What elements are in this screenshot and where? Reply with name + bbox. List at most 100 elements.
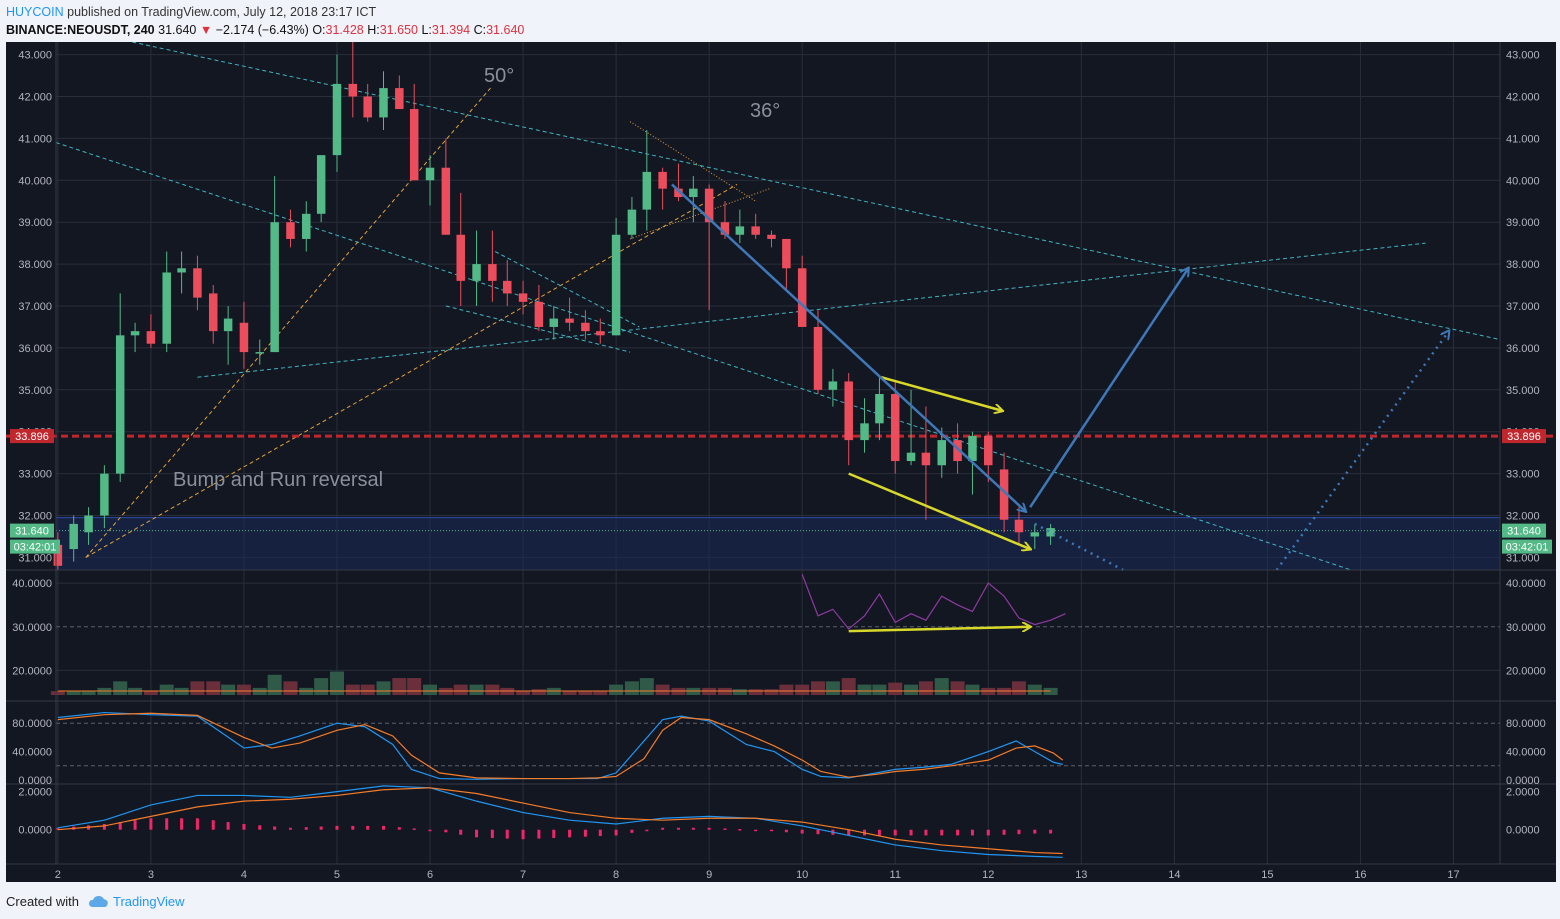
macd-histogram-bar — [568, 829, 572, 838]
volume-bar — [376, 681, 391, 695]
volume-bar — [748, 689, 763, 695]
stoch-tick-left: 0.0000 — [18, 775, 52, 787]
close-label: C: — [473, 23, 487, 37]
candle-body — [844, 381, 853, 441]
macd-histogram-bar — [940, 829, 944, 836]
candle-body — [890, 394, 900, 462]
macd-histogram-bar — [661, 827, 665, 830]
open-label: O: — [312, 23, 326, 37]
candle-body — [53, 544, 63, 566]
volume-bar — [360, 684, 375, 695]
stoch-tick-right: 80.0000 — [1506, 718, 1546, 730]
macd-tick-left: 2.0000 — [18, 787, 52, 799]
macd-histogram-bar — [676, 827, 680, 830]
macd-histogram-bar — [428, 829, 432, 832]
macd-histogram-bar — [366, 825, 370, 830]
candle-body — [162, 272, 171, 344]
macd-histogram-bar — [195, 818, 199, 830]
support-price-label-left: 33.896 — [15, 431, 49, 443]
macd-histogram-bar — [133, 820, 137, 830]
price-tick-left: 31.000 — [18, 552, 52, 564]
volume-bar — [453, 684, 468, 695]
yellow-arrow-rsi — [848, 627, 1030, 633]
publish-info: HUYCOIN published on TradingView.com, Ju… — [6, 3, 376, 21]
candle-body — [999, 469, 1009, 520]
macd-histogram-bar — [319, 826, 323, 830]
macd-histogram-bar — [784, 829, 788, 833]
candle-body — [518, 293, 528, 302]
author-link[interactable]: HUYCOIN — [6, 5, 64, 19]
support-price-label-right-bg — [1502, 429, 1546, 444]
stoch-tick-left: 80.0000 — [12, 718, 52, 730]
macd-histogram-bar — [630, 829, 634, 833]
volume-bar — [143, 691, 158, 695]
price-tick-right: 39.000 — [1506, 217, 1540, 229]
price-tick-right: 33.000 — [1506, 469, 1540, 481]
candle-body — [379, 88, 388, 118]
macd-histogram-bar — [490, 829, 494, 838]
price-tick-right: 40.000 — [1506, 175, 1540, 187]
candle-body — [488, 264, 497, 281]
macd-histogram-bar — [924, 829, 928, 836]
tradingview-link[interactable]: TradingView — [112, 894, 185, 909]
volume-bar — [81, 690, 96, 695]
macd-tick-left: 0.0000 — [18, 825, 52, 837]
time-tick-label: 13 — [1075, 869, 1087, 881]
candle-body — [255, 352, 265, 354]
candle-body — [968, 435, 977, 462]
candle-body — [193, 268, 202, 298]
volume-bar — [345, 684, 360, 695]
macd-histogram-bar — [288, 827, 292, 830]
macd-histogram-bar — [521, 829, 525, 840]
pennant-upper-line — [629, 121, 756, 202]
candle-body — [409, 109, 419, 181]
candle-body — [596, 331, 605, 336]
macd-histogram-bar — [754, 829, 758, 832]
volume-bar — [485, 684, 500, 695]
volume-tick-right: 40.0000 — [1506, 578, 1546, 590]
rsi-line — [801, 574, 1066, 630]
price-tick-left: 39.000 — [18, 217, 52, 229]
yellow-arrow-upper — [880, 376, 1002, 411]
macd-histogram-bar — [102, 824, 106, 830]
stoch-tick-right: 0.0000 — [1506, 775, 1540, 787]
volume-bar — [857, 684, 872, 695]
axes-layer: 31.00031.00032.00032.00033.00033.00034.0… — [6, 42, 1556, 881]
high-label: H: — [367, 23, 380, 37]
time-tick-label: 2 — [55, 869, 61, 881]
volume-bar — [841, 678, 856, 695]
time-tick-label: 12 — [982, 869, 994, 881]
macd-histogram-bar — [970, 829, 974, 836]
macd-histogram-bar — [397, 827, 401, 830]
macd-histogram-bar — [273, 826, 277, 830]
candle-body — [860, 423, 869, 441]
macd-histogram-bar — [909, 829, 913, 836]
macd-histogram-bar — [149, 818, 153, 830]
volume-tick-right: 20.0000 — [1506, 665, 1546, 677]
candle-body — [503, 280, 512, 294]
volume-bar — [811, 681, 826, 695]
volume-bar — [516, 691, 531, 695]
candle-body — [581, 322, 590, 332]
change-value: −2.174 (−6.43%) — [215, 23, 309, 37]
macd-histogram-bar — [723, 828, 727, 830]
macd-histogram-bar — [180, 818, 184, 830]
macd-histogram-bar — [956, 829, 960, 836]
lower-channel-line — [55, 142, 1352, 571]
macd-histogram-bar — [505, 829, 509, 839]
volume-bar — [283, 681, 298, 695]
time-tick-label: 5 — [334, 869, 340, 881]
candle-body — [953, 440, 962, 462]
price-tick-right: 43.000 — [1506, 50, 1540, 62]
price-tick-left: 38.000 — [18, 259, 52, 271]
price-tick-right: 35.000 — [1506, 385, 1540, 397]
volume-bar — [190, 681, 205, 695]
flag-lower-line — [445, 305, 631, 353]
chart-canvas[interactable]: 31.00031.00032.00032.00033.00033.00034.0… — [6, 42, 1556, 882]
macd-histogram-bar — [877, 829, 881, 836]
footer: Created with TradingView — [6, 892, 185, 912]
price-tick-right: 41.000 — [1506, 133, 1540, 145]
candle-body — [441, 167, 451, 235]
candle-body — [984, 435, 993, 466]
macd-histogram-bar — [800, 829, 804, 834]
